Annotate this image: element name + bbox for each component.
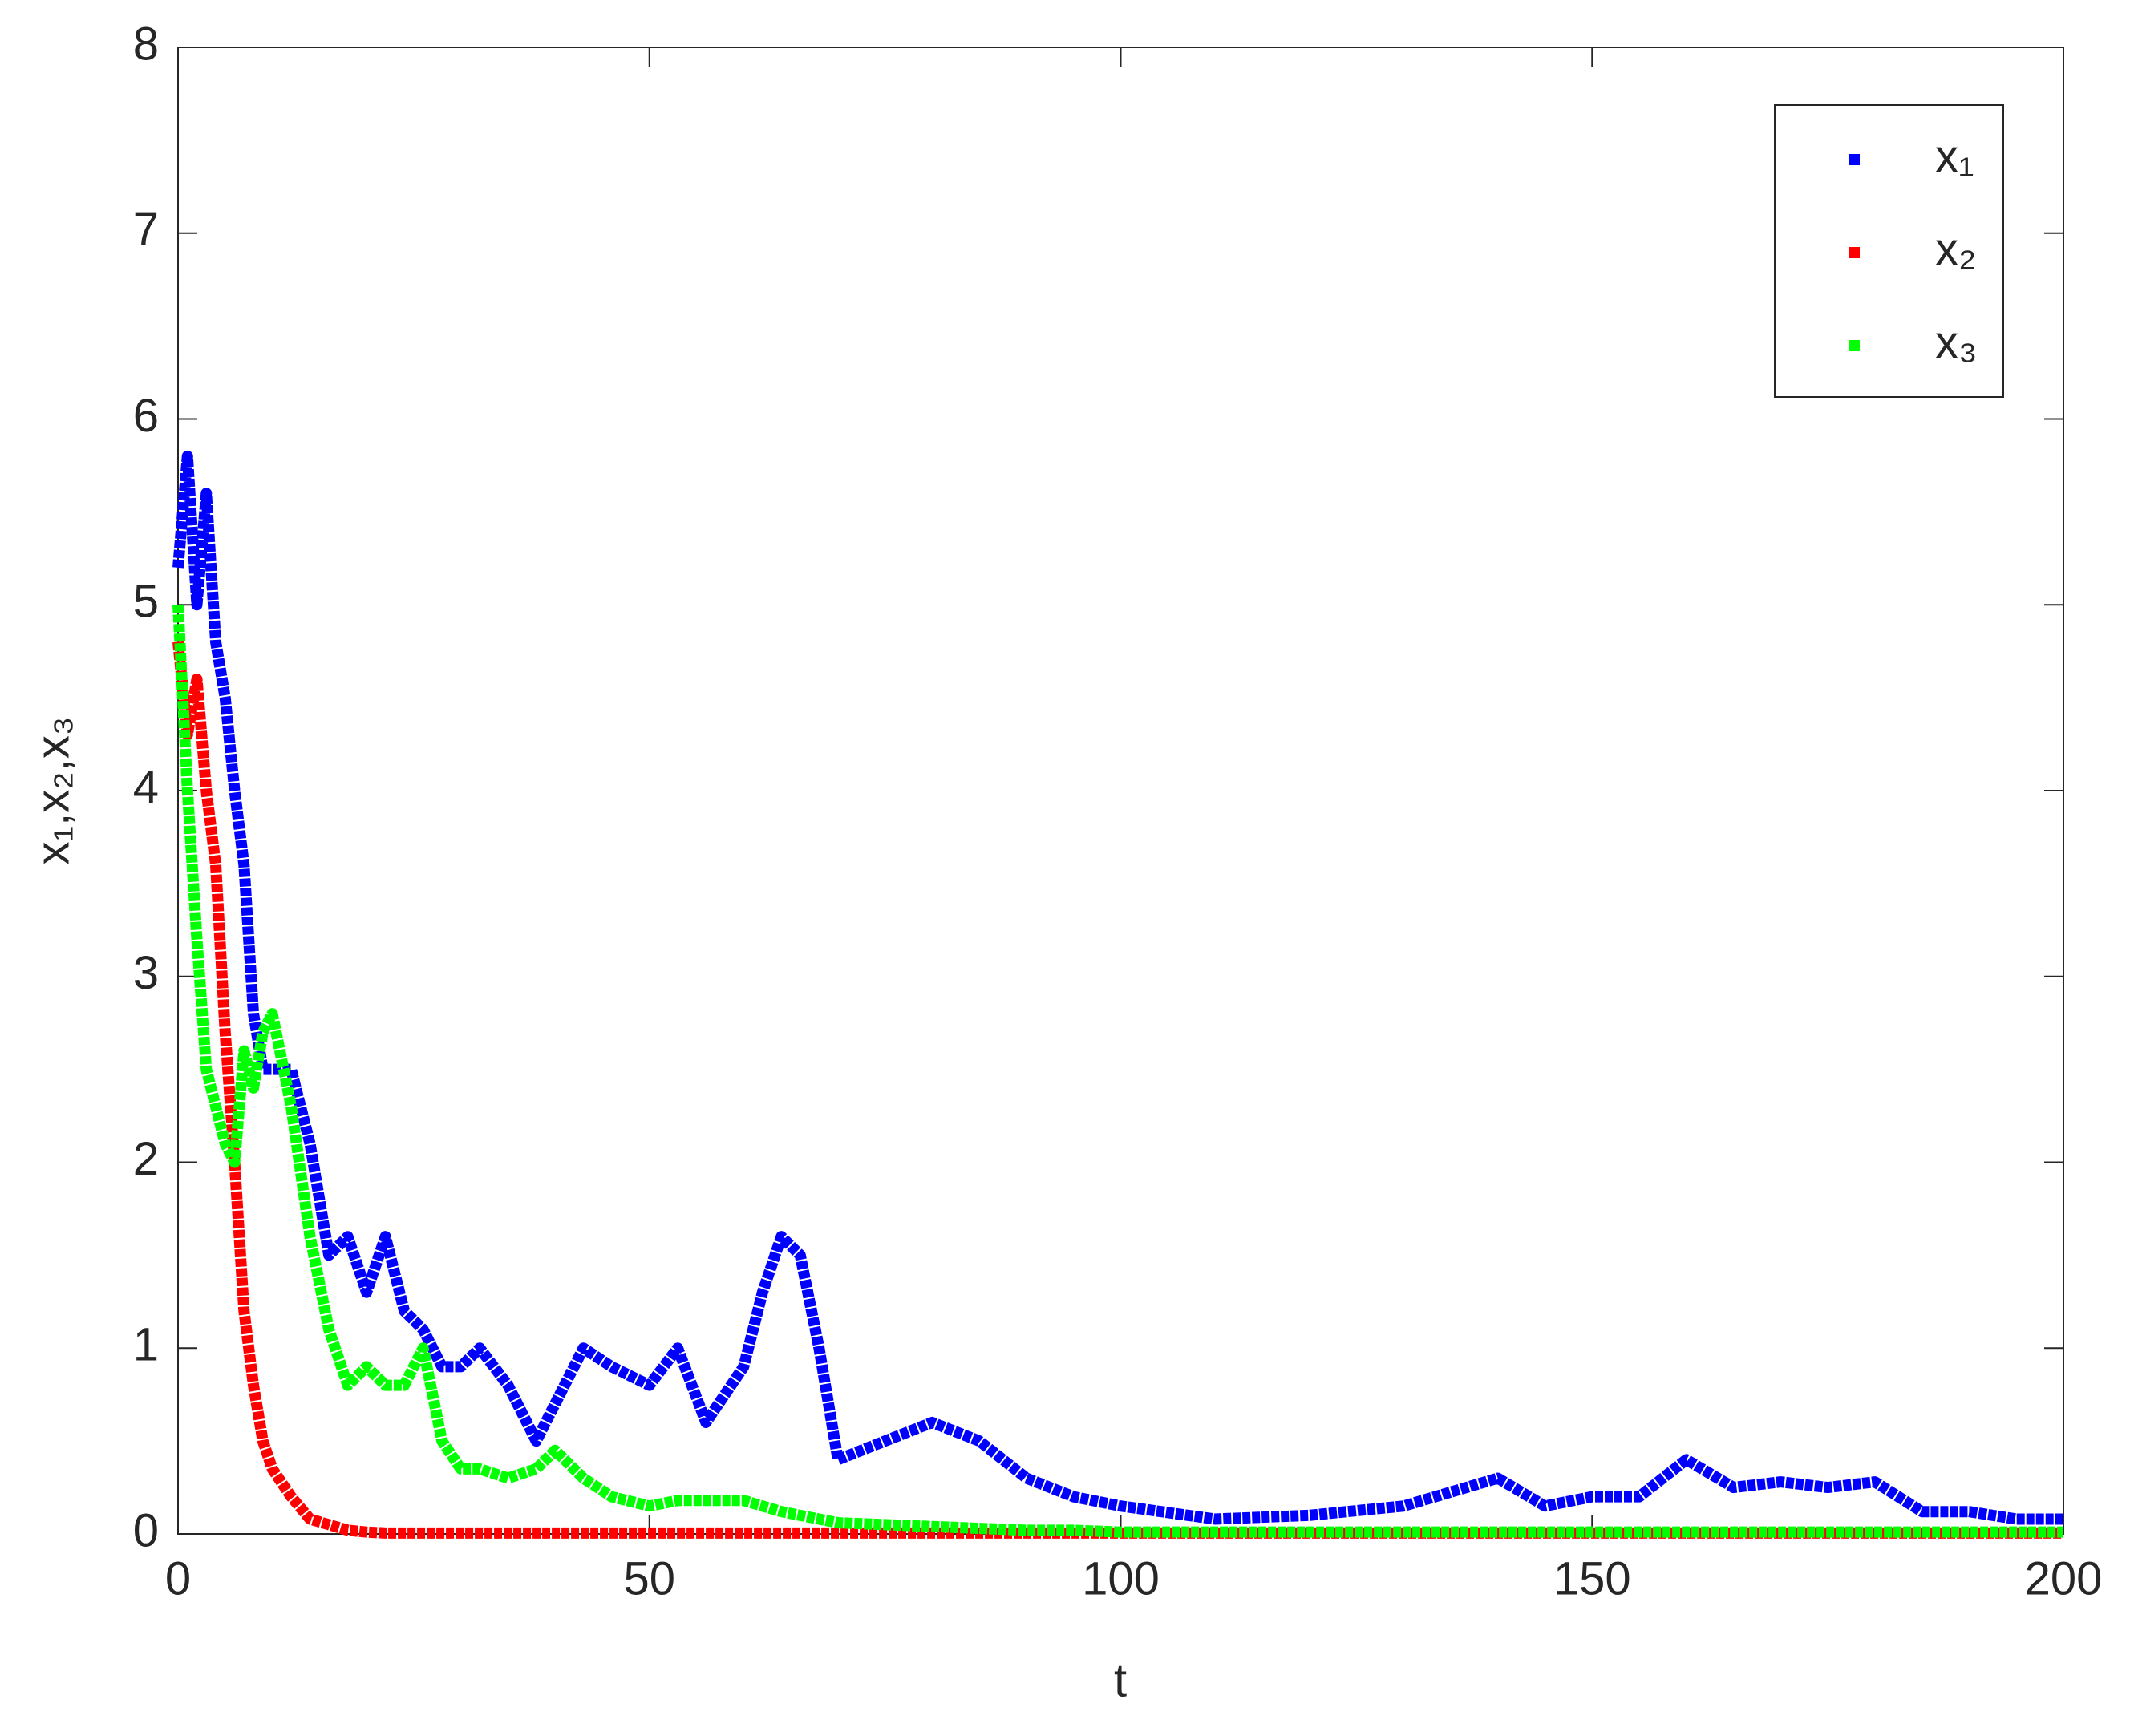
x-tick-label: 50	[623, 1552, 675, 1604]
y-tick-label: 4	[133, 761, 159, 813]
y-tick-label: 3	[133, 947, 159, 999]
legend-swatch	[1849, 247, 1860, 258]
legend-label: x₃	[1935, 316, 1978, 368]
legend-swatch	[1849, 340, 1860, 351]
y-tick-label: 6	[133, 390, 159, 442]
y-tick-label: 2	[133, 1133, 159, 1185]
x-tick-label: 0	[165, 1552, 191, 1604]
y-tick-label: 1	[133, 1319, 159, 1371]
legend-label: x₂	[1935, 223, 1977, 275]
series-line	[172, 450, 2063, 1525]
y-axis-label: x₁,x₂,x₃	[26, 717, 79, 865]
y-tick-label: 5	[133, 576, 159, 628]
x-axis-label: t	[1114, 1654, 1127, 1706]
legend-box	[1774, 104, 2004, 398]
y-tick-label: 0	[133, 1504, 159, 1556]
y-tick-label: 7	[133, 204, 159, 256]
x-tick-label: 100	[1082, 1552, 1160, 1604]
plot-area	[177, 47, 2064, 1535]
x-tick-label: 200	[2025, 1552, 2103, 1604]
y-tick-label: 8	[133, 18, 159, 70]
legend-swatch	[1849, 154, 1860, 165]
legend-label: x₁	[1935, 130, 1974, 182]
series-line	[172, 604, 2063, 1538]
x-tick-label: 150	[1553, 1552, 1631, 1604]
